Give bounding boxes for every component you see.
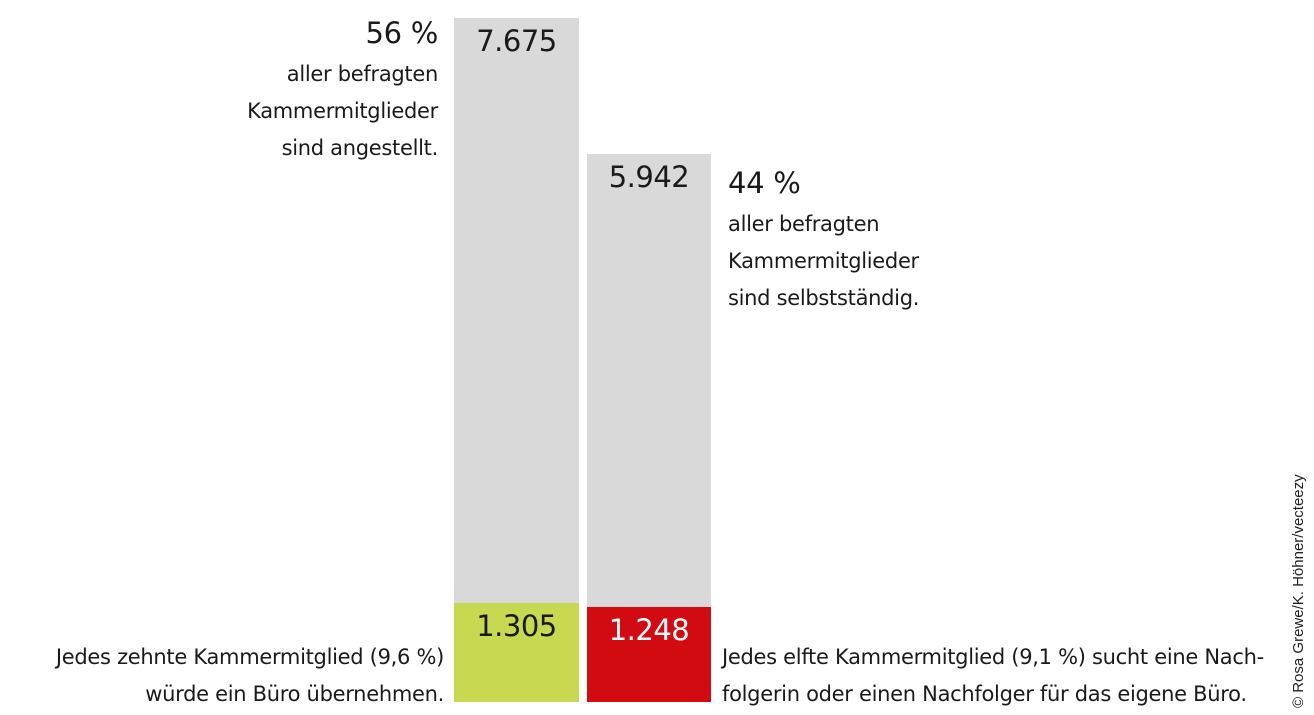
self-text-1: aller befragten bbox=[728, 212, 880, 236]
bar-label-takeover: 1.305 bbox=[476, 608, 557, 643]
bar-label-successor: 1.248 bbox=[608, 612, 690, 647]
bar-label-employed: 7.675 bbox=[476, 24, 557, 58]
employed-text-1: aller befragten bbox=[286, 62, 439, 86]
employed-percent: 56 % bbox=[365, 16, 439, 50]
self-text-2: Kammermitglieder bbox=[728, 249, 919, 273]
successor-text-1: Jedes elfte Kammermitglied (9,1 %) sucht… bbox=[722, 645, 1264, 669]
bar-employed-takeover: 1.305 bbox=[454, 602, 579, 702]
takeover-text-2: würde ein Büro übernehmen. bbox=[145, 682, 444, 706]
bar-label-self-employed: 5.942 bbox=[608, 160, 690, 195]
successor-text-2: folgerin oder einen Nachfolger für das e… bbox=[722, 682, 1247, 706]
self-text-3: sind selbstständig. bbox=[728, 286, 920, 310]
self-percent: 44 % bbox=[728, 166, 801, 200]
employed-text-3: sind angestellt. bbox=[281, 136, 439, 160]
takeover-text-1: Jedes zehnte Kammermitglied (9,6 %) bbox=[55, 645, 444, 669]
bar-employed-total: 7.675 bbox=[454, 18, 579, 702]
employed-text-2: Kammermitglieder bbox=[247, 99, 438, 123]
bar-self-employed-successor: 1.248 bbox=[587, 606, 711, 702]
image-credit: © Rosa Grewe/K. Höhner/vecteezy bbox=[1290, 474, 1307, 708]
